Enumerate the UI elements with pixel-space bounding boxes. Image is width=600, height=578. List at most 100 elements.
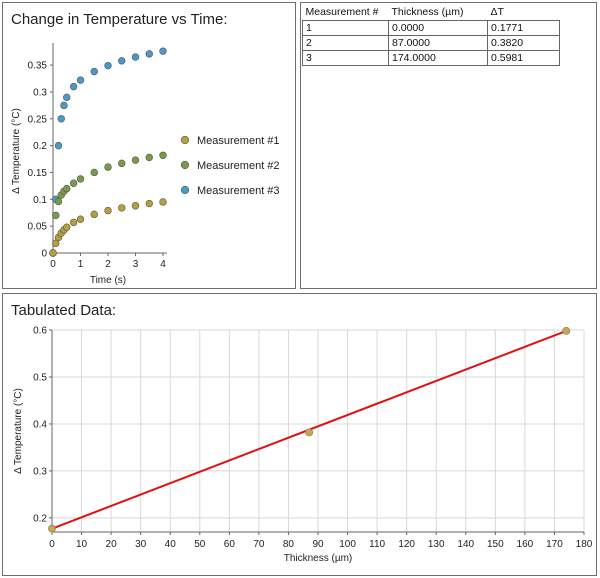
x-tick-label: 1	[78, 259, 84, 270]
series2-point	[63, 184, 71, 193]
col-header-thickness: Thickness (µm)	[391, 6, 464, 18]
x-tick-label: 150	[487, 539, 504, 550]
x-tick-label: 2	[105, 259, 111, 270]
series1-point	[52, 239, 60, 248]
y-tick-label: 0.1	[33, 195, 47, 206]
y-tick-label: 0.25	[28, 114, 48, 125]
x-tick-label: 160	[517, 539, 534, 550]
series3-point	[69, 82, 78, 91]
x-tick-label: 30	[135, 539, 147, 550]
y-tick-label: 0.15	[28, 168, 48, 179]
x-tick-label: 70	[253, 539, 265, 550]
x-tick-label: 40	[165, 539, 177, 550]
series1-point	[159, 198, 167, 206]
y-tick-label: 0.2	[33, 513, 47, 524]
legend-label-2: Measurement #2	[197, 160, 280, 172]
series3-point	[159, 47, 167, 55]
x-tick-label: 140	[457, 539, 474, 550]
series1-point	[104, 206, 112, 215]
tabulated-data-panel: Tabulated Data: 0.2 0.3 0.4 0.5 0.6 0 10 20 30 40…	[2, 293, 597, 576]
y-axis-label: Δ Temperature (°C)	[13, 388, 24, 474]
series3-point	[57, 115, 65, 123]
tabulated-data-chart: 0.2 0.3 0.4 0.5 0.6 0 10 20 30 40 50 60 70 80 90 100 110…	[13, 326, 593, 565]
x-tick-label: 0	[49, 539, 55, 550]
series3-point	[118, 57, 126, 65]
series2-point	[52, 211, 60, 220]
x-tick-label: 20	[106, 539, 118, 550]
table-cell[interactable]: 0.1771	[487, 20, 560, 36]
series3-point	[90, 67, 98, 76]
y-tick-label: 0	[41, 249, 47, 260]
series1-point	[118, 204, 126, 212]
data-point	[562, 326, 571, 335]
series2-point	[118, 159, 126, 168]
table-cell[interactable]: 87.0000	[388, 35, 488, 51]
series3-point	[145, 50, 153, 58]
table-cell[interactable]: 2	[302, 35, 389, 51]
series3-point	[60, 101, 68, 110]
series2-point	[104, 163, 112, 171]
series2-point	[159, 151, 167, 159]
temperature-time-chart: 0 0.05 0.1 0.15 0.2 0.25 0.3 0.35 0 1 2 3 4 Time (s) Δ…	[11, 43, 280, 286]
y-tick-label: 0.3	[33, 87, 47, 98]
data-point	[48, 524, 56, 533]
series1-point	[131, 202, 140, 210]
x-tick-label: 120	[398, 539, 415, 550]
series2-point	[131, 156, 140, 164]
series3-point	[54, 141, 63, 150]
x-tick-label: 50	[194, 539, 206, 550]
series1-point	[90, 210, 98, 219]
x-tick-label: 0	[50, 259, 56, 270]
data-point	[305, 428, 314, 437]
x-tick-label: 80	[283, 539, 295, 550]
x-tick-label: 130	[428, 539, 445, 550]
series2-point	[90, 168, 98, 177]
table-row[interactable]: 1 0.0000 0.1771	[302, 20, 560, 36]
table-cell[interactable]: 0.0000	[388, 20, 488, 36]
series3-point	[63, 93, 71, 102]
y-tick-label: 0.05	[28, 222, 48, 233]
legend-marker-3	[180, 185, 190, 195]
series2-point	[76, 175, 85, 183]
data-table-panel: Measurement # Thickness (µm) ΔT 1 0.0000…	[300, 2, 597, 289]
x-tick-label: 170	[546, 539, 563, 550]
legend-label-3: Measurement #3	[197, 185, 280, 197]
col-header-measurement: Measurement #	[305, 6, 379, 18]
chart2-title: Tabulated Data:	[11, 302, 117, 319]
data-table: Measurement # Thickness (µm) ΔT 1 0.0000…	[302, 4, 560, 66]
series2-point	[69, 179, 78, 187]
table-row[interactable]: 2 87.0000 0.3820	[302, 35, 560, 51]
legend-marker-2	[180, 160, 190, 170]
table-cell[interactable]: 174.0000	[388, 50, 488, 66]
y-tick-label: 0.4	[33, 419, 47, 430]
table-row[interactable]: 3 174.0000 0.5981	[302, 50, 560, 66]
x-tick-label: 110	[369, 539, 385, 550]
table-cell[interactable]: 3	[302, 50, 389, 66]
table-cell[interactable]: 0.5981	[487, 50, 560, 66]
table-header-row: Measurement # Thickness (µm) ΔT	[303, 4, 560, 21]
x-tick-label: 60	[224, 539, 236, 550]
y-tick-label: 0.2	[33, 141, 47, 152]
series1-point	[49, 249, 57, 257]
series1-point	[63, 223, 71, 231]
x-tick-label: 10	[76, 539, 88, 550]
table-cell[interactable]: 1	[302, 20, 389, 36]
chart1-title: Change in Temperature vs Time:	[11, 11, 228, 28]
x-axis-label: Thickness (µm)	[284, 553, 353, 564]
series2-point	[54, 197, 63, 206]
x-tick-label: 90	[312, 539, 324, 550]
col-header-dt: ΔT	[490, 6, 504, 18]
series1-point	[69, 218, 78, 227]
series3-point	[76, 76, 85, 84]
series3-point	[104, 61, 112, 70]
x-tick-label: 100	[339, 539, 356, 550]
x-axis-label: Time (s)	[90, 275, 126, 286]
temperature-time-panel: Change in Temperature vs Time: 0 0.05 0.1 0…	[2, 2, 296, 289]
series3-point	[131, 53, 140, 61]
table-cell[interactable]: 0.3820	[487, 35, 560, 51]
y-tick-label: 0.6	[33, 326, 47, 337]
legend-label-1: Measurement #1	[197, 135, 280, 147]
y-tick-label: 0.3	[33, 466, 47, 477]
y-tick-label: 0.5	[33, 372, 47, 383]
y-axis-label: Δ Temperature (°C)	[11, 108, 22, 194]
